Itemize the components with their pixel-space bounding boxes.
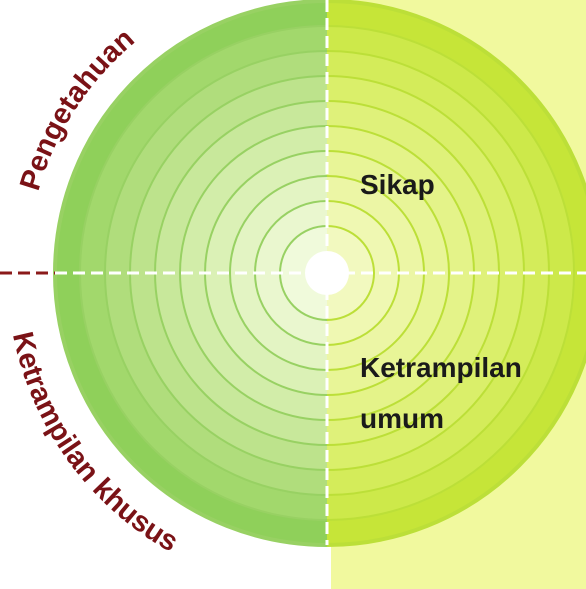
quadrant-label: Ketrampilan bbox=[360, 352, 522, 383]
quadrant-label: umum bbox=[360, 403, 444, 434]
quadrant-label: Sikap bbox=[360, 169, 435, 200]
